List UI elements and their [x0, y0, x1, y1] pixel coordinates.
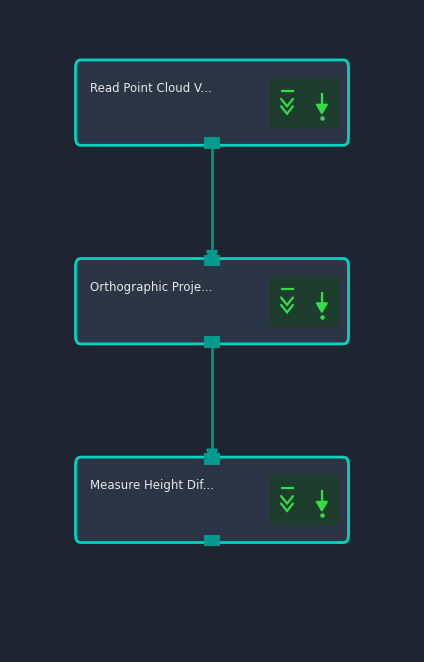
Bar — [204, 535, 220, 547]
FancyBboxPatch shape — [304, 275, 340, 326]
Bar — [204, 254, 220, 266]
Polygon shape — [316, 105, 327, 114]
FancyBboxPatch shape — [304, 77, 340, 128]
FancyBboxPatch shape — [269, 275, 305, 326]
Bar — [204, 453, 220, 465]
Text: Orthographic Proje...: Orthographic Proje... — [90, 281, 212, 294]
FancyBboxPatch shape — [75, 457, 349, 543]
Polygon shape — [206, 250, 217, 265]
FancyBboxPatch shape — [75, 60, 349, 145]
Text: Measure Height Dif...: Measure Height Dif... — [90, 479, 214, 493]
Polygon shape — [316, 303, 327, 312]
FancyBboxPatch shape — [75, 258, 349, 344]
Polygon shape — [316, 502, 327, 511]
FancyBboxPatch shape — [269, 77, 305, 128]
Polygon shape — [206, 449, 217, 463]
Bar — [204, 138, 220, 150]
FancyBboxPatch shape — [269, 474, 305, 526]
Text: Read Point Cloud V...: Read Point Cloud V... — [90, 82, 212, 95]
Bar — [204, 336, 220, 348]
FancyBboxPatch shape — [304, 474, 340, 526]
